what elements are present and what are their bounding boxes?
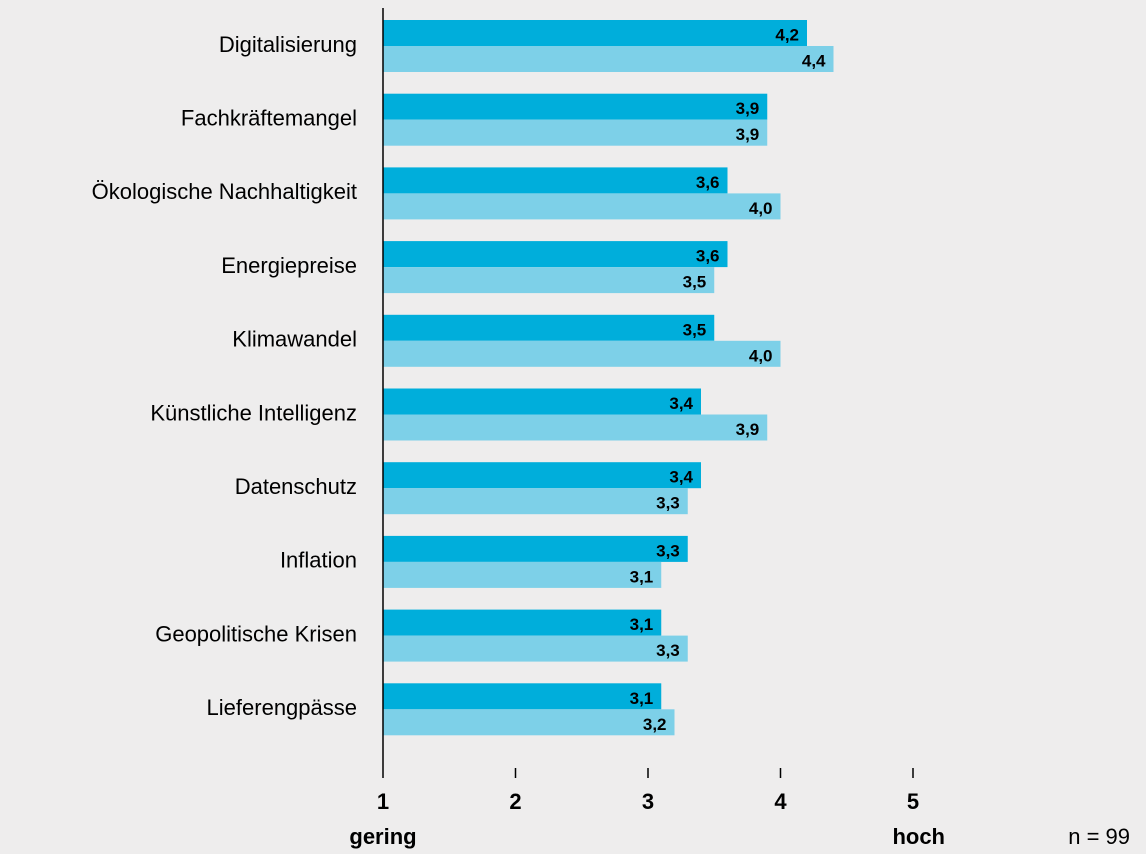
- category-label: Klimawandel: [232, 327, 357, 352]
- bar: [383, 609, 662, 636]
- bar: [383, 119, 768, 146]
- bar: [383, 561, 662, 588]
- value-label: 3,9: [736, 420, 760, 439]
- category-label: Künstliche Intelligenz: [150, 400, 357, 425]
- value-label: 3,1: [630, 689, 654, 708]
- value-label: 3,1: [630, 615, 654, 634]
- x-tick-label: 3: [642, 789, 654, 814]
- value-label: 3,5: [683, 273, 707, 292]
- value-label: 4,2: [775, 25, 799, 44]
- x-tick-label: 2: [509, 789, 521, 814]
- bar: [383, 267, 715, 294]
- value-label: 3,3: [656, 541, 680, 560]
- value-label: 3,6: [696, 247, 720, 266]
- value-label: 3,5: [683, 320, 707, 339]
- value-label: 3,3: [656, 494, 680, 513]
- value-label: 4,0: [749, 199, 773, 218]
- bar: [383, 93, 768, 120]
- bar: [383, 683, 662, 710]
- bar: [383, 388, 701, 415]
- axis-high-label: hoch: [892, 824, 945, 849]
- bar: [383, 167, 728, 194]
- bar: [383, 20, 807, 46]
- sample-size: n = 99: [1068, 824, 1130, 849]
- value-label: 3,2: [643, 715, 667, 734]
- value-label: 3,9: [736, 125, 760, 144]
- category-label: Ökologische Nachhaltigkeit: [92, 179, 357, 204]
- axis-low-label: gering: [349, 824, 416, 849]
- bar: [383, 314, 715, 341]
- x-tick-label: 5: [907, 789, 919, 814]
- bar: [383, 241, 728, 268]
- category-label: Fachkräftemangel: [181, 106, 357, 131]
- category-label: Datenschutz: [235, 474, 357, 499]
- bar: [383, 414, 768, 441]
- value-label: 3,4: [669, 394, 693, 413]
- bar: [383, 46, 834, 72]
- category-label: Digitalisierung: [219, 32, 357, 57]
- value-label: 4,0: [749, 346, 773, 365]
- category-label: Energiepreise: [221, 253, 357, 278]
- bar: [383, 193, 781, 220]
- x-tick-label: 1: [377, 789, 389, 814]
- category-label: Geopolitische Krisen: [155, 621, 357, 646]
- category-label: Lieferengpässe: [207, 695, 357, 720]
- bar: [383, 535, 688, 562]
- value-label: 3,3: [656, 641, 680, 660]
- value-label: 4,4: [802, 51, 826, 70]
- category-label: Inflation: [280, 548, 357, 573]
- value-label: 3,4: [669, 468, 693, 487]
- value-label: 3,6: [696, 173, 720, 192]
- bar: [383, 462, 701, 489]
- value-label: 3,9: [736, 99, 760, 118]
- bar: [383, 340, 781, 367]
- bar: [383, 488, 688, 515]
- value-label: 3,1: [630, 567, 654, 586]
- bar: [383, 635, 688, 662]
- bar: [383, 709, 675, 736]
- x-tick-label: 4: [774, 789, 787, 814]
